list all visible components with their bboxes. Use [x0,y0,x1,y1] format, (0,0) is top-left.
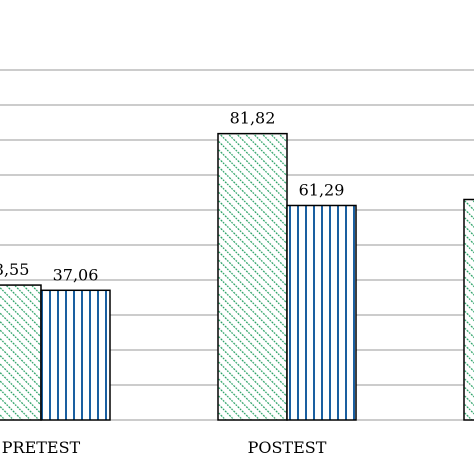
bar-3-series-1 [463,198,474,421]
category-label: POSTEST [248,438,327,457]
category-labels: PRETEST POSTEST [2,438,327,457]
data-label: 81,82 [230,109,276,128]
bar-1-series-2 [40,289,111,421]
data-label: 37,06 [53,265,99,284]
bar-2-series-1 [217,132,288,421]
bar-2-series-2 [286,204,357,421]
bars [0,132,474,421]
bar-1-series-1 [0,284,42,421]
category-label: PRETEST [2,438,81,457]
data-label: 38,55 [0,260,29,279]
value-labels: 38,55 81,82 37,06 61,29 [0,109,344,285]
data-label: 61,29 [299,180,345,199]
